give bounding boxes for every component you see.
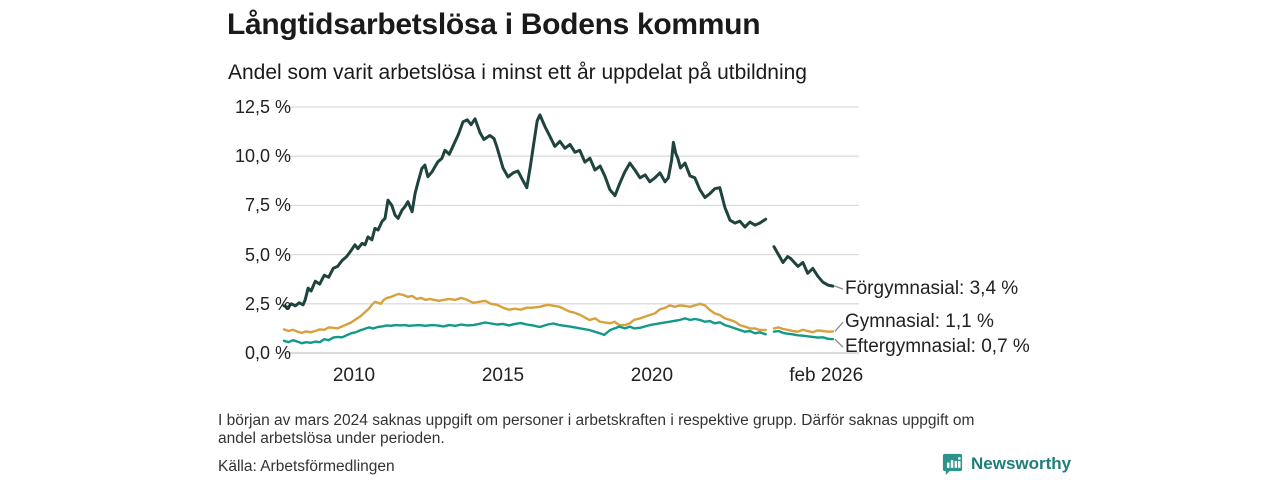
y-tick-label: 0,0 % — [244, 343, 291, 363]
series-line-förgymnasial — [282, 113, 768, 310]
newsworthy-logo-icon — [942, 453, 963, 475]
page-title: Långtidsarbetslösa i Bodens kommun — [227, 8, 761, 41]
newsworthy-brand: Newsworthy — [941, 452, 1071, 475]
label-connector-gymnasial — [834, 321, 844, 332]
x-tick-label: feb 2026 — [789, 365, 864, 386]
footnote-line-2: andel arbetslösa under perioden. — [218, 429, 445, 447]
series-end-label-eftergymnasial: Eftergymnasial: 0,7 % — [845, 336, 1030, 358]
label-connector-förgymnasial — [834, 285, 844, 290]
series-end-label-gymnasial: Gymnasial: 1,1 % — [845, 311, 994, 333]
chart-subtitle: Andel som varit arbetslösa i minst ett å… — [228, 61, 807, 84]
newsworthy-wordmark: Newsworthy — [971, 453, 1072, 473]
x-tick-label: 2010 — [332, 365, 376, 386]
x-tick-label: 2020 — [630, 365, 674, 386]
series-end-label-förgymnasial: Förgymnasial: 3,4 % — [845, 278, 1019, 300]
series-line-gymnasial — [282, 292, 767, 335]
label-connector-eftergymnasial — [834, 338, 844, 348]
y-tick-label: 10,0 % — [234, 146, 291, 167]
series-line-gymnasial — [772, 326, 835, 334]
y-tick-label: 7,5 % — [244, 195, 291, 216]
footnote-line-1: I början av mars 2024 saknas uppgift om … — [218, 412, 975, 429]
x-tick-label: 2015 — [481, 365, 525, 386]
series-line-förgymnasial — [772, 245, 835, 288]
series-line-eftergymnasial — [282, 317, 767, 345]
y-tick-label: 5,0 % — [244, 244, 291, 265]
source-credit: Källa: Arbetsförmedlingen — [218, 458, 395, 475]
series-line-eftergymnasial — [772, 329, 835, 341]
chart-footnote: I början av mars 2024 saknas uppgift om … — [218, 412, 1118, 447]
y-tick-label: 12,5 % — [234, 97, 291, 117]
y-tick-label: 2,5 % — [244, 293, 291, 314]
